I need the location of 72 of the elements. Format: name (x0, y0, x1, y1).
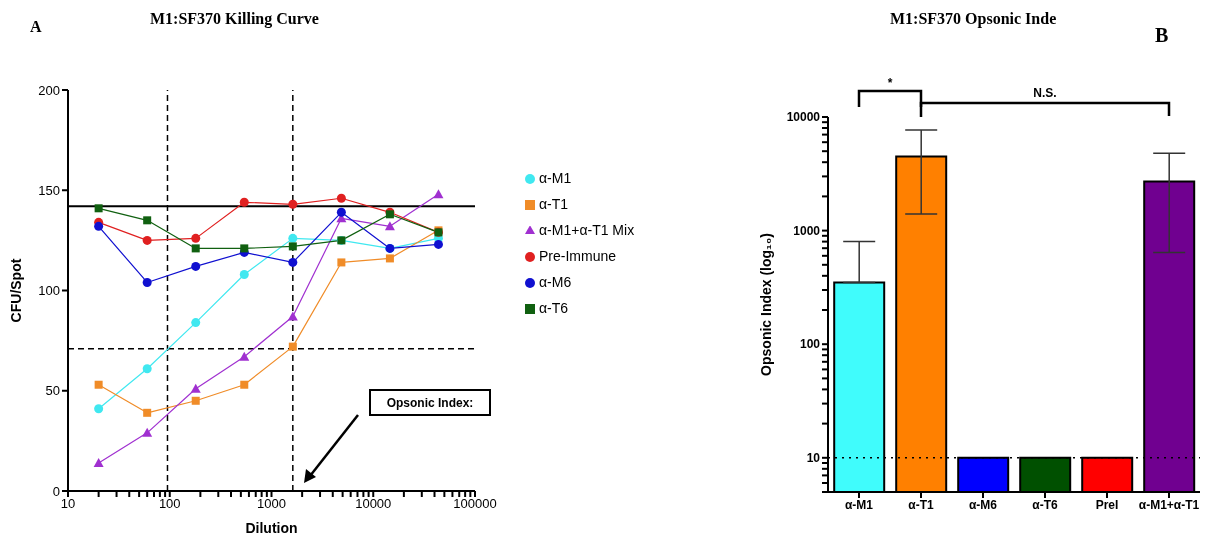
y-tick-label: 100 (799, 337, 821, 352)
point (287, 311, 298, 321)
point (93, 457, 104, 467)
point (337, 258, 346, 267)
legend-label: α-M1 (539, 170, 572, 186)
point (288, 242, 297, 251)
point (94, 380, 103, 389)
y-tick-label: 150 (38, 182, 60, 198)
point (143, 216, 152, 225)
y-tick-label: 10000 (786, 110, 821, 125)
point (191, 318, 201, 328)
text: N.S. (1033, 86, 1057, 100)
point (239, 351, 250, 361)
point (239, 197, 249, 207)
point (143, 408, 152, 417)
point (433, 239, 443, 249)
y-tick-label: 200 (38, 82, 60, 98)
point (94, 221, 104, 231)
point (191, 233, 201, 243)
x-tick-label: α-T1 (908, 497, 935, 512)
y-tick-label: 0 (52, 483, 60, 499)
point (336, 193, 346, 203)
point (336, 207, 346, 217)
x-tick-label: 1000 (257, 496, 286, 512)
text: A (30, 18, 42, 36)
point (288, 233, 298, 243)
x-tick-label: α-M1 (844, 497, 874, 512)
x-tick-label: PreI (1095, 497, 1119, 512)
x-tick-label: α-M1+α-T1 (1138, 497, 1200, 512)
point (190, 383, 201, 393)
text-box: Opsonic Index: (369, 389, 491, 416)
point (239, 269, 249, 279)
chart-title: M1:SF370 Killing Curve (150, 10, 319, 28)
point (142, 277, 152, 287)
point (240, 380, 249, 389)
legend-label: α-M1+α-T1 Mix (539, 222, 635, 238)
legend-label: Pre-Immune (539, 248, 617, 264)
point (288, 342, 297, 351)
point (94, 404, 104, 414)
y-tick-label: 10 (806, 451, 821, 466)
point (142, 427, 153, 437)
point (240, 244, 249, 253)
text: * (887, 76, 893, 90)
legend-label: α-T6 (539, 300, 569, 316)
x-axis-title: Dilution (245, 520, 298, 536)
y-tick-label: 1000 (793, 223, 821, 238)
point (94, 204, 103, 213)
point (433, 189, 444, 199)
x-tick-label: 100000 (453, 496, 497, 512)
x-tick-label: 100 (158, 496, 181, 512)
annotation: Opsonic Index: (386, 396, 474, 410)
y-tick-label: 50 (45, 383, 60, 399)
x-tick-label: α-T6 (1032, 497, 1059, 512)
legend-label: α-T1 (539, 196, 569, 212)
y-tick-label: 100 (38, 283, 60, 299)
x-tick-label: 10000 (355, 496, 392, 512)
point (384, 221, 395, 231)
y-axis-title: CFU/Spot (7, 258, 24, 323)
point (288, 199, 298, 209)
point (142, 364, 152, 374)
legend-label: α-M6 (539, 274, 572, 290)
point (385, 254, 394, 263)
point (142, 235, 152, 245)
point (191, 261, 201, 271)
x-tick-label: α-M6 (968, 497, 998, 512)
text: B (1155, 24, 1169, 47)
point (191, 396, 200, 405)
chart-title: M1:SF370 Opsonic Inde (890, 10, 1057, 28)
x-tick-label: 10 (60, 496, 76, 512)
point (191, 244, 200, 253)
y-axis-title: Opsonic Index (log₁₀) (757, 233, 774, 376)
point (288, 257, 298, 267)
